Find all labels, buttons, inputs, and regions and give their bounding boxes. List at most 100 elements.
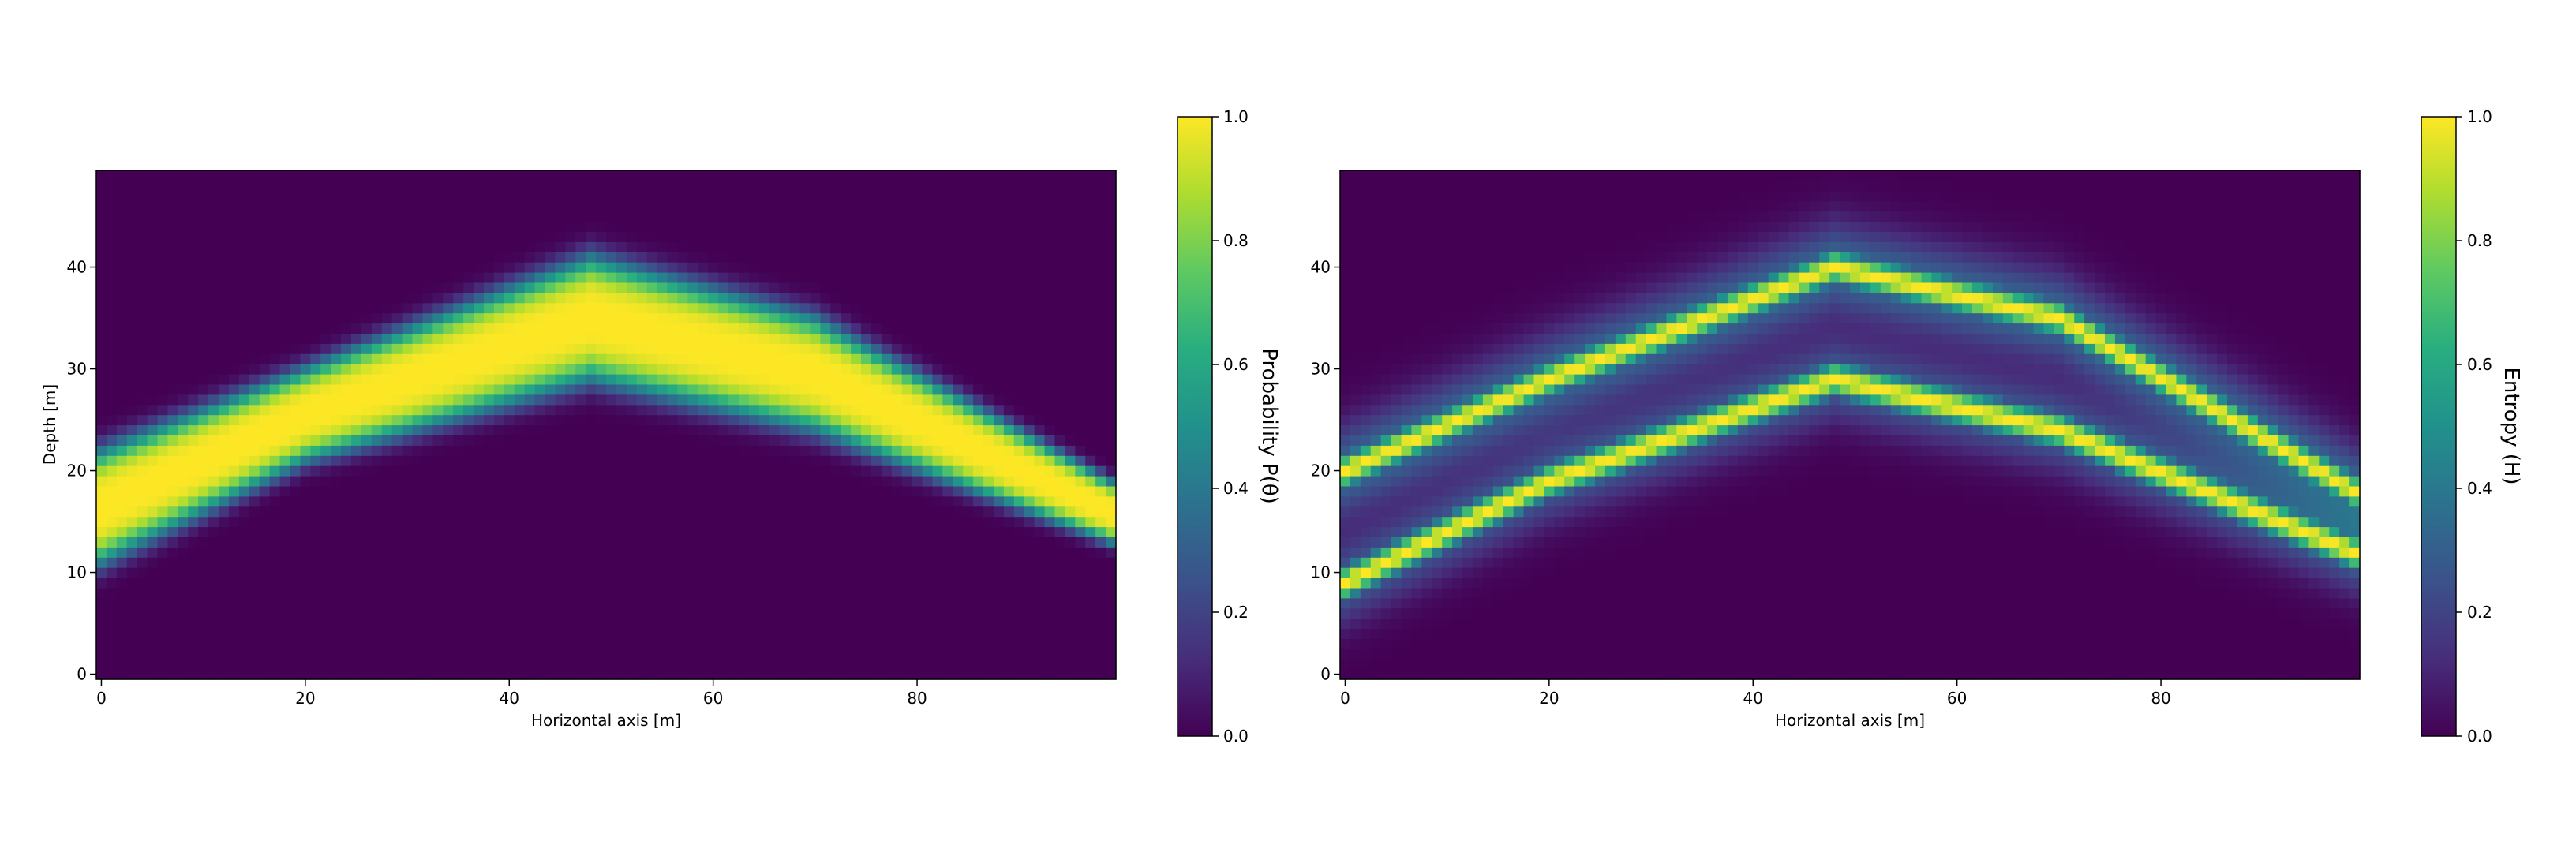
heatmap-cell bbox=[269, 476, 281, 487]
heatmap-cell bbox=[779, 200, 791, 212]
heatmap-cell bbox=[769, 282, 781, 293]
heatmap-cell bbox=[351, 669, 362, 680]
heatmap-cell bbox=[432, 638, 444, 649]
heatmap-cell bbox=[565, 485, 576, 497]
heatmap-cell bbox=[126, 567, 138, 578]
heatmap-cell bbox=[391, 638, 403, 649]
heatmap-cell bbox=[310, 465, 321, 477]
heatmap-cell bbox=[973, 485, 984, 497]
heatmap-cell bbox=[310, 200, 321, 212]
heatmap-cell bbox=[687, 649, 698, 660]
heatmap-cell bbox=[310, 597, 321, 609]
heatmap-cell bbox=[453, 312, 464, 324]
heatmap-cell bbox=[116, 536, 128, 548]
heatmap-cell bbox=[310, 659, 321, 670]
heatmap-cell bbox=[586, 455, 597, 466]
heatmap-cell bbox=[412, 638, 424, 649]
heatmap-cell bbox=[758, 190, 770, 202]
heatmap-cell bbox=[300, 231, 311, 242]
heatmap-cell bbox=[922, 414, 934, 426]
heatmap-cell bbox=[901, 567, 913, 578]
heatmap-cell bbox=[1106, 312, 1117, 324]
heatmap-cell bbox=[636, 374, 648, 385]
heatmap-cell bbox=[728, 383, 739, 395]
heatmap-cell bbox=[96, 557, 107, 568]
heatmap-cell bbox=[514, 353, 526, 364]
heatmap-cell bbox=[1024, 404, 1035, 416]
heatmap-cell bbox=[474, 292, 485, 304]
heatmap-cell bbox=[96, 618, 107, 630]
heatmap-cell bbox=[810, 485, 821, 497]
heatmap-cell bbox=[126, 383, 138, 395]
heatmap-cell bbox=[1024, 485, 1035, 497]
heatmap-cell bbox=[616, 364, 627, 375]
heatmap-cell bbox=[769, 659, 781, 670]
heatmap-cell bbox=[290, 374, 301, 385]
heatmap-cell bbox=[1034, 292, 1046, 304]
heatmap-cell bbox=[147, 669, 159, 680]
heatmap-cell bbox=[555, 353, 566, 364]
heatmap-cell bbox=[718, 231, 729, 242]
heatmap-cell bbox=[1075, 607, 1086, 619]
heatmap-cell bbox=[891, 495, 903, 507]
heatmap-cell bbox=[575, 578, 586, 589]
heatmap-cell bbox=[198, 435, 209, 446]
heatmap-cell bbox=[453, 607, 464, 619]
heatmap-cell bbox=[657, 526, 668, 537]
heatmap-cell bbox=[493, 353, 505, 364]
heatmap-cell bbox=[646, 516, 658, 528]
heatmap-cell bbox=[1054, 343, 1065, 354]
heatmap-cell bbox=[504, 414, 515, 426]
heatmap-cell bbox=[228, 404, 240, 416]
heatmap-cell bbox=[657, 404, 668, 416]
heatmap-cell bbox=[1075, 567, 1086, 578]
heatmap-cell bbox=[432, 516, 444, 528]
heatmap-cell bbox=[137, 323, 148, 334]
heatmap-cell bbox=[249, 597, 260, 609]
heatmap-cell bbox=[310, 669, 321, 680]
heatmap-cell bbox=[891, 455, 903, 466]
heatmap-cell bbox=[453, 383, 464, 395]
heatmap-cell bbox=[534, 476, 546, 487]
heatmap-cell bbox=[96, 200, 107, 212]
heatmap-cell bbox=[830, 628, 841, 639]
heatmap-cell bbox=[290, 252, 301, 263]
heatmap-cell bbox=[310, 445, 321, 456]
heatmap-cell bbox=[820, 455, 831, 466]
heatmap-cell bbox=[524, 221, 536, 232]
heatmap-cell bbox=[667, 333, 679, 344]
heatmap-cell bbox=[443, 414, 454, 426]
heatmap-cell bbox=[983, 333, 994, 344]
heatmap-cell bbox=[432, 597, 444, 609]
heatmap-cell bbox=[137, 353, 148, 364]
heatmap-cell bbox=[279, 465, 291, 477]
heatmap-cell bbox=[748, 364, 760, 375]
heatmap-cell bbox=[728, 547, 739, 558]
heatmap-cell bbox=[188, 200, 199, 212]
heatmap-cell bbox=[1003, 404, 1015, 416]
heatmap-cell bbox=[708, 669, 719, 680]
heatmap-cell bbox=[575, 211, 586, 222]
heatmap-cell bbox=[1044, 638, 1056, 649]
heatmap-cell bbox=[310, 404, 321, 416]
heatmap-cell bbox=[331, 597, 342, 609]
heatmap-cell bbox=[912, 231, 923, 242]
heatmap-cell bbox=[841, 649, 852, 660]
heatmap-cell bbox=[432, 221, 444, 232]
heatmap-cell bbox=[1095, 526, 1106, 537]
heatmap-cell bbox=[912, 485, 923, 497]
heatmap-cell bbox=[677, 241, 688, 252]
heatmap-cell bbox=[769, 292, 781, 304]
heatmap-cell bbox=[137, 170, 148, 181]
heatmap-cell bbox=[738, 557, 750, 568]
heatmap-cell bbox=[667, 567, 679, 578]
heatmap-cell bbox=[830, 383, 841, 395]
heatmap-cell bbox=[371, 526, 383, 537]
heatmap-cell bbox=[789, 578, 801, 589]
heatmap-cell bbox=[657, 364, 668, 375]
heatmap-cell bbox=[300, 567, 311, 578]
heatmap-cell bbox=[1106, 638, 1117, 649]
heatmap-cell bbox=[728, 180, 739, 192]
heatmap-cell bbox=[871, 557, 882, 568]
heatmap-cell bbox=[443, 262, 454, 273]
